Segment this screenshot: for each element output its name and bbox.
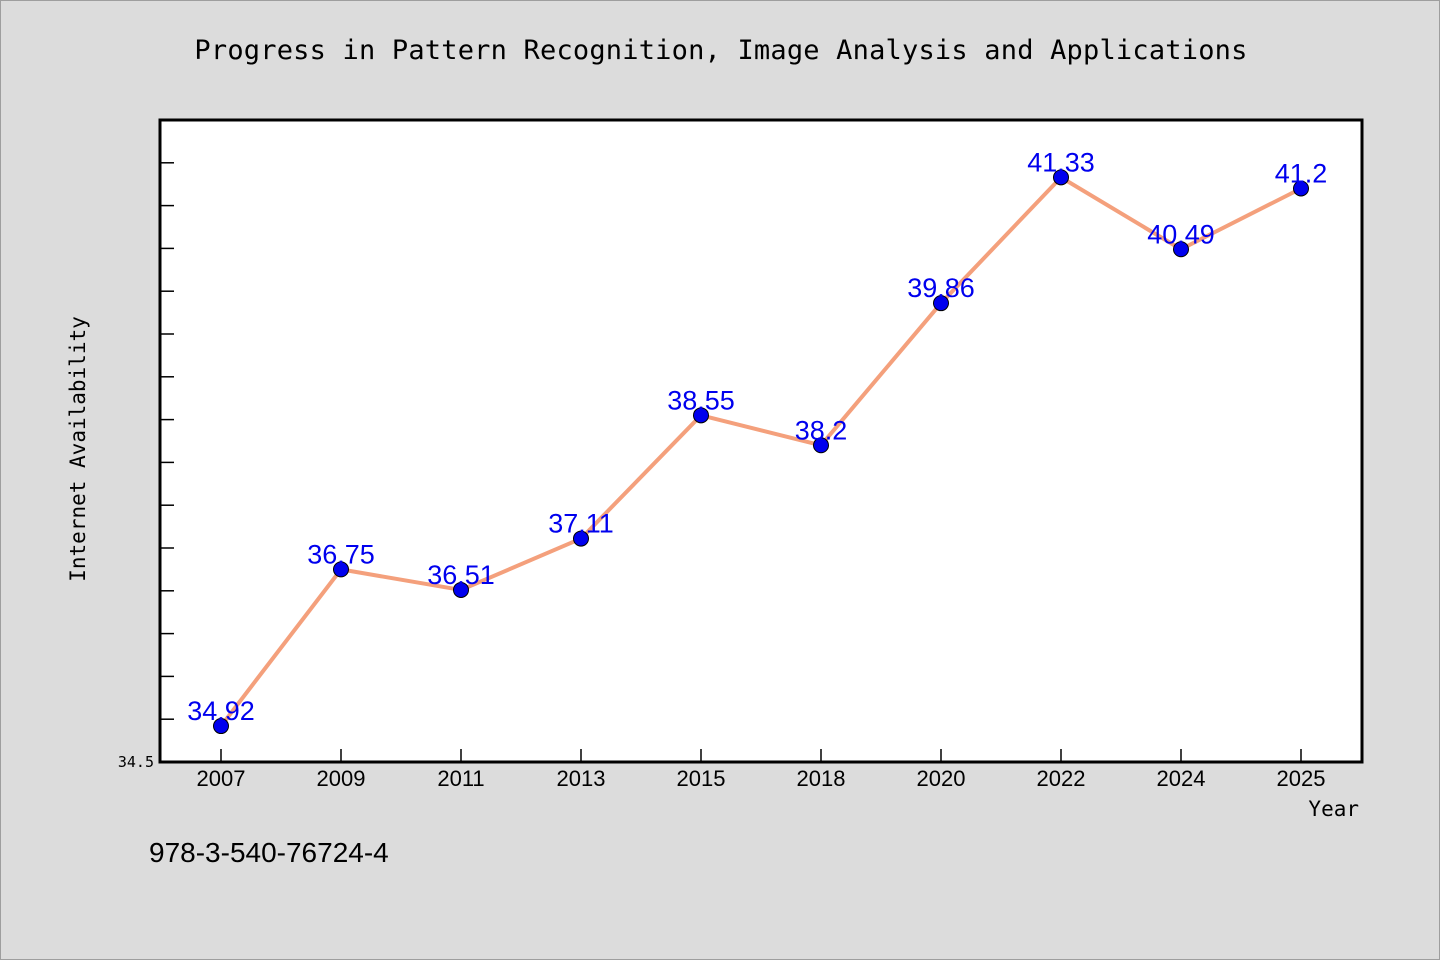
x-tick-label: 2011 <box>437 766 484 791</box>
x-tick-label: 2022 <box>1037 766 1086 791</box>
y-axis-minor-ticks: 34.5 <box>118 162 174 771</box>
data-label: 38.55 <box>667 385 735 415</box>
data-point <box>213 718 229 735</box>
x-axis-label: Year <box>1308 797 1359 821</box>
data-point <box>1053 169 1069 186</box>
data-label: 34.92 <box>187 696 255 726</box>
data-point <box>573 530 589 547</box>
series-line <box>219 175 1302 728</box>
data-label: 39.86 <box>907 273 975 303</box>
chart-title: Progress in Pattern Recognition, Image A… <box>194 35 1248 66</box>
plot-area <box>158 118 1364 764</box>
x-tick-label: 2018 <box>797 766 846 791</box>
data-label: 41.33 <box>1027 147 1095 177</box>
x-tick-label: 2009 <box>317 766 366 791</box>
data-point <box>1293 180 1309 197</box>
data-label: 38.2 <box>795 415 848 445</box>
footnote: 978-3-540-76724-4 <box>149 837 389 868</box>
x-tick-label: 2015 <box>677 766 726 791</box>
data-point <box>453 581 469 598</box>
x-tick-label: 2024 <box>1157 766 1206 791</box>
data-label: 41.2 <box>1275 158 1328 188</box>
x-tick-label: 2020 <box>917 766 966 791</box>
data-label: 40.49 <box>1147 219 1215 249</box>
y-tick-label: 34.5 <box>118 753 154 771</box>
x-tick-label: 2013 <box>557 766 606 791</box>
data-point <box>693 407 709 424</box>
x-tick-label: 2025 <box>1277 766 1326 791</box>
data-point <box>1173 241 1189 258</box>
series-group: 34.92 36.75 36.51 37.11 38.55 38.2 39.86 41.33 4… <box>187 147 1328 735</box>
data-label: 36.51 <box>427 560 495 590</box>
data-label: 36.75 <box>307 539 375 569</box>
data-point <box>813 437 829 454</box>
data-label: 37.11 <box>548 509 614 539</box>
x-tick-label: 2007 <box>197 766 246 791</box>
x-axis-ticks: 2007 2009 2011 2013 2015 2018 2020 2022 2024 2025 <box>197 749 1326 791</box>
data-point <box>333 561 349 578</box>
data-point <box>933 295 949 312</box>
